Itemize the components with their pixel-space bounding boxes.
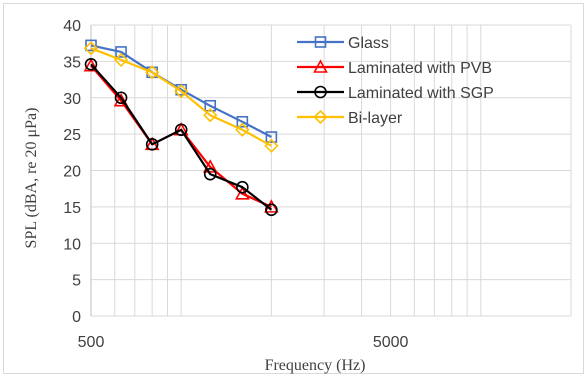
legend-label: Laminated with SGP	[348, 85, 494, 102]
data-point	[265, 131, 278, 143]
data-point	[236, 180, 249, 194]
data-point	[113, 52, 129, 68]
series-line	[90, 47, 272, 147]
legend-label: Bi-layer	[348, 110, 403, 127]
legend: Glass Laminated with PVB Laminated with SG…	[297, 35, 494, 127]
data-point	[174, 123, 188, 137]
y-tick-label: 15	[63, 200, 81, 217]
data-point	[203, 108, 218, 123]
y-tick-label: 40	[63, 18, 81, 35]
data-point	[313, 109, 328, 125]
legend-entry: Glass	[297, 35, 389, 52]
data-point	[235, 186, 250, 200]
series-bi-layer	[83, 41, 279, 153]
data-point	[265, 203, 278, 217]
y-tick-label: 20	[63, 164, 81, 181]
series-laminated-with-sgp	[84, 57, 278, 217]
data-point	[145, 138, 159, 151]
legend-label: Laminated with PVB	[348, 60, 492, 77]
data-point	[84, 57, 98, 71]
data-point	[314, 36, 327, 48]
data-point	[314, 85, 327, 99]
y-axis-title: SPL (dBA, re 20 μPa)	[23, 108, 40, 249]
data-point	[85, 39, 97, 52]
data-point	[114, 91, 128, 105]
series-group	[83, 39, 279, 217]
data-point	[115, 46, 127, 58]
y-tick-label: 0	[72, 309, 81, 326]
y-tick-label: 35	[63, 54, 81, 71]
series-line	[90, 44, 272, 138]
y-tick-label: 30	[63, 91, 81, 108]
data-point	[236, 115, 249, 128]
y-tick-label: 10	[63, 236, 81, 253]
data-point	[174, 84, 189, 99]
data-point	[313, 59, 328, 73]
series-line	[90, 63, 273, 211]
legend-entry: Laminated with PVB	[297, 59, 492, 77]
data-point	[202, 159, 218, 173]
axes: 0 5 10 15 20 25 30 35 40 500 5000	[63, 18, 408, 351]
x-tick-label: 5000	[373, 334, 409, 351]
data-point	[235, 122, 250, 137]
chart-border	[3, 3, 584, 374]
legend-entry: Laminated with SGP	[297, 85, 494, 102]
y-tick-label: 5	[72, 273, 81, 290]
data-point	[203, 167, 217, 181]
legend-label: Glass	[348, 35, 389, 52]
data-point	[204, 99, 217, 112]
data-point	[83, 58, 99, 72]
data-point	[113, 92, 129, 107]
data-point	[264, 138, 279, 153]
data-point	[145, 65, 160, 80]
x-axis-title: Frequency (Hz)	[265, 357, 366, 374]
legend-entry: Bi-layer	[297, 109, 403, 127]
x-tick-label: 500	[78, 334, 105, 351]
y-tick-label: 25	[63, 127, 81, 144]
data-point	[83, 41, 99, 56]
